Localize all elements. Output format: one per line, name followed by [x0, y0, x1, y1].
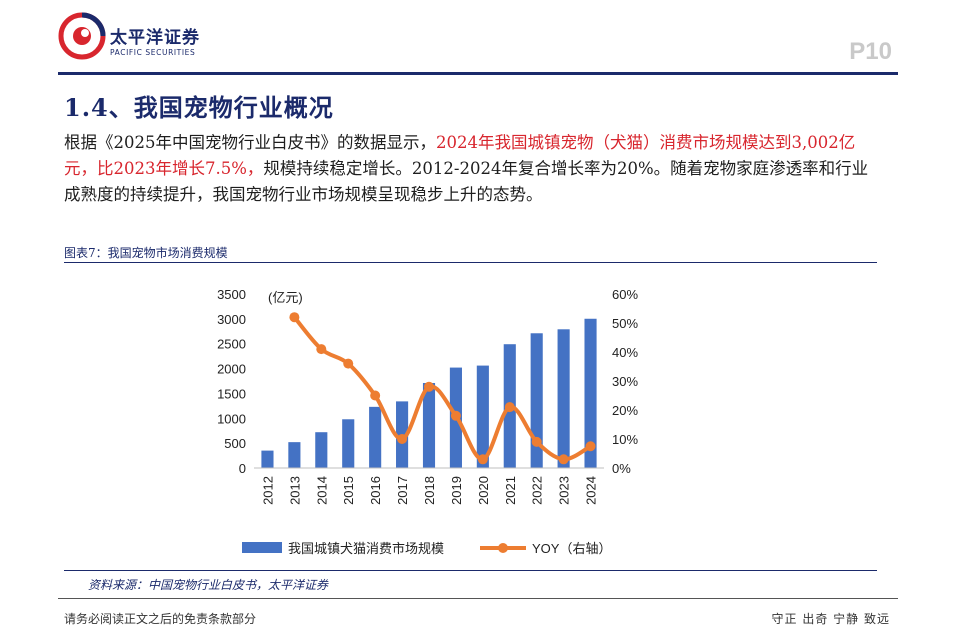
paragraph-highlight: 2024年我国城镇宠物（犬猫）消费市场规模达到3,002亿元，比2023年增长7… — [64, 133, 856, 178]
x-tick-label-2017: 2017 — [395, 476, 410, 505]
x-tick-label-2020: 2020 — [476, 476, 491, 505]
left-axis-tick-label: 0 — [239, 461, 246, 476]
legend-bar-label: 我国城镇犬猫消费市场规模 — [288, 541, 444, 556]
bar-2020 — [476, 365, 489, 468]
yoy-point-2024 — [585, 441, 596, 452]
yoy-point-2022 — [531, 436, 542, 447]
x-tick-label-2016: 2016 — [368, 476, 383, 505]
left-axis-tick-label: 3000 — [217, 312, 246, 327]
legend-line-label: YOY（右轴） — [532, 541, 611, 556]
x-tick-label-2021: 2021 — [503, 476, 518, 505]
x-tick-label-2019: 2019 — [449, 476, 464, 505]
yoy-point-2020 — [477, 454, 488, 465]
x-tick-label-2012: 2012 — [260, 476, 275, 505]
yoy-point-2023 — [558, 454, 569, 465]
yoy-point-2013 — [289, 312, 300, 323]
yoy-point-2019 — [450, 410, 461, 421]
right-axis-tick-label: 10% — [612, 432, 638, 447]
bar-2022 — [530, 333, 543, 468]
paragraph-rest: 规模持续稳定增长。2012-2024年复合增长率为20%。随着宠物家庭渗透率和行… — [64, 159, 869, 204]
section-title: 1.4、我国宠物行业概况 — [64, 93, 334, 122]
market-size-chart: 0 500 1000 1500 2000 2500 3000 3500 0% 10% 20% 30% 4… — [217, 287, 638, 556]
yoy-point-2021 — [504, 402, 515, 413]
brand-name-cn: 太平洋证券 — [110, 28, 200, 48]
left-axis-tick-label: 500 — [224, 436, 246, 451]
yoy-point-2015 — [343, 358, 354, 369]
legend-bar-swatch — [242, 542, 282, 553]
yoy-point-2014 — [316, 344, 327, 355]
yoy-point-2016 — [370, 390, 381, 401]
bar-2014 — [315, 432, 328, 468]
left-axis-tick-label: 3500 — [217, 287, 246, 302]
footer-motto: 守正 出奇 宁静 致远 — [771, 612, 890, 626]
yoy-line — [292, 315, 592, 462]
right-axis-tick-label: 0% — [612, 461, 631, 476]
x-tick-label-2013: 2013 — [287, 476, 302, 505]
left-axis-tick-label: 2000 — [217, 362, 246, 377]
left-axis-tick-label: 1000 — [217, 411, 246, 426]
source-divider — [64, 570, 877, 571]
x-tick-label-2024: 2024 — [584, 476, 599, 505]
yoy-point-2017 — [397, 434, 408, 444]
right-axis-tick-label: 50% — [612, 316, 638, 331]
logo-emblem-icon — [58, 12, 106, 60]
x-tick-label-2015: 2015 — [341, 476, 356, 505]
figure-divider — [64, 262, 877, 263]
x-tick-label-2022: 2022 — [530, 476, 545, 505]
bar-2015 — [342, 419, 355, 468]
left-axis-unit-label: (亿元) — [268, 290, 303, 305]
left-axis-tick-label: 2500 — [217, 337, 246, 352]
x-tick-label-2014: 2014 — [314, 476, 329, 505]
figure-caption: 图表7：我国宠物市场消费规模 — [64, 246, 228, 260]
company-logo: 太平洋证券 PACIFIC SECURITIES — [58, 10, 238, 66]
right-axis-tick-label: 30% — [612, 374, 638, 389]
x-tick-label-2018: 2018 — [422, 476, 437, 505]
bar-2018 — [422, 382, 436, 468]
legend-line-marker — [498, 543, 508, 553]
header-divider — [58, 72, 898, 75]
bar-2024 — [584, 318, 597, 468]
footer-disclaimer: 请务必阅读正文之后的免责条款部分 — [64, 612, 257, 626]
bar-2016 — [369, 406, 382, 468]
body-paragraph: 根据《2025年中国宠物行业白皮书》的数据显示，2024年我国城镇宠物（犬猫）消… — [64, 130, 884, 208]
brand-name-en: PACIFIC SECURITIES — [110, 48, 196, 57]
page-number: P10 — [849, 38, 892, 65]
footer-divider — [58, 598, 898, 599]
figure-source: 资料来源：中国宠物行业白皮书，太平洋证券 — [88, 578, 329, 592]
paragraph-intro: 根据《2025年中国宠物行业白皮书》的数据显示， — [64, 133, 436, 152]
right-axis-tick-label: 40% — [612, 345, 638, 360]
bar-2012 — [261, 450, 274, 468]
yoy-point-2018 — [424, 381, 434, 392]
bar-2023 — [557, 329, 570, 468]
left-axis-tick-label: 1500 — [217, 386, 246, 401]
x-tick-label-2023: 2023 — [557, 476, 572, 505]
bar-2013 — [288, 442, 301, 468]
right-axis-tick-label: 60% — [612, 287, 638, 302]
right-axis-tick-label: 20% — [612, 403, 638, 418]
